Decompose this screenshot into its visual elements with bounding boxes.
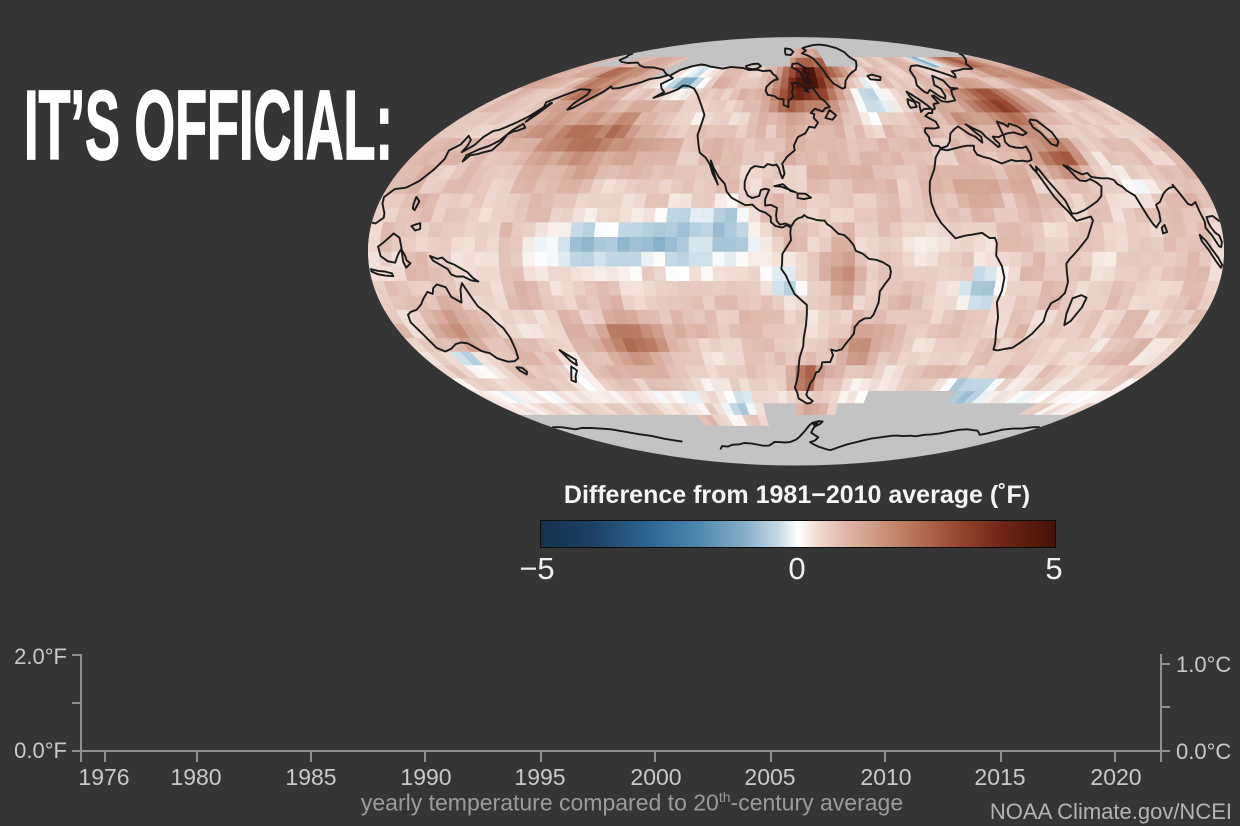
svg-text:IT’S OFFICIAL:: IT’S OFFICIAL:	[24, 70, 393, 170]
